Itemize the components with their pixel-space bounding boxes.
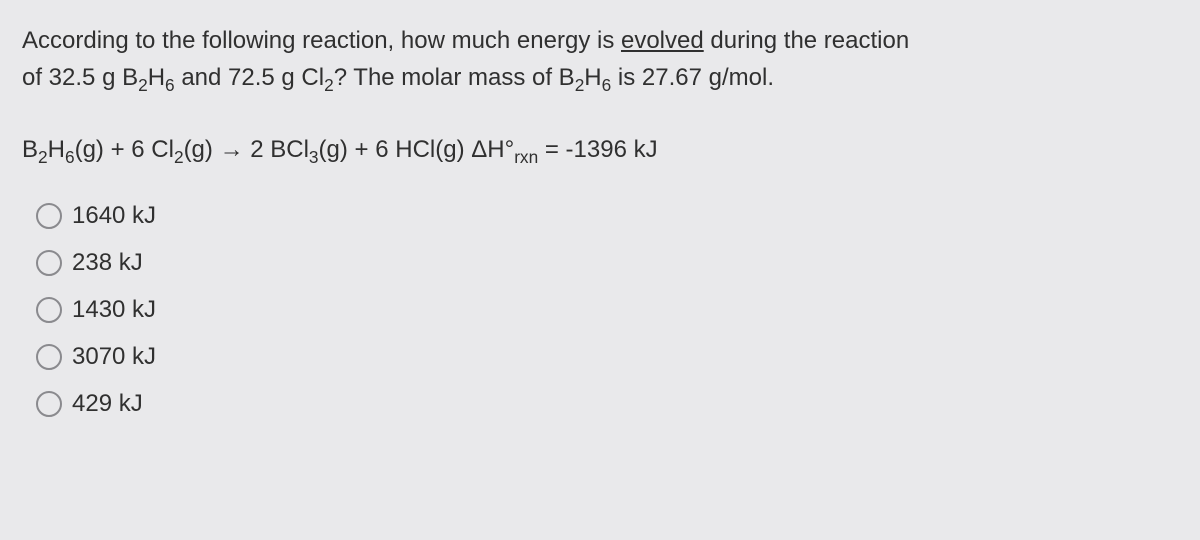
- sub-6b: 6: [602, 75, 612, 95]
- eq-p4: (g) → 2 BCl: [184, 136, 309, 163]
- eq-p1: B: [22, 136, 38, 163]
- options-list: 1640 kJ 238 kJ 1430 kJ 3070 kJ 429 kJ: [22, 202, 1178, 418]
- q-line1-underlined: evolved: [621, 27, 704, 54]
- radio-icon: [36, 391, 62, 417]
- option-4[interactable]: 429 kJ: [36, 390, 1178, 418]
- option-label: 3070 kJ: [72, 343, 156, 371]
- sub-2b: 2: [324, 75, 334, 95]
- sub-6: 6: [165, 75, 175, 95]
- option-label: 238 kJ: [72, 249, 143, 277]
- eq-p6: = -1396 kJ: [538, 136, 657, 163]
- question-text: According to the following reaction, how…: [22, 22, 1178, 96]
- q-line2-f: is 27.67 g/mol.: [611, 64, 774, 91]
- sub-2c: 2: [575, 75, 585, 95]
- q-line1-post: during the reaction: [704, 27, 909, 54]
- eq-rxn: rxn: [514, 147, 538, 167]
- option-label: 1640 kJ: [72, 202, 156, 230]
- q-line2-d: ? The molar mass of B: [334, 64, 575, 91]
- eq-p2: H: [48, 136, 65, 163]
- option-1[interactable]: 238 kJ: [36, 249, 1178, 277]
- option-2[interactable]: 1430 kJ: [36, 296, 1178, 324]
- radio-icon: [36, 250, 62, 276]
- option-3[interactable]: 3070 kJ: [36, 343, 1178, 371]
- option-label: 429 kJ: [72, 390, 143, 418]
- q-line1-pre: According to the following reaction, how…: [22, 27, 621, 54]
- eq-sub2a: 2: [38, 147, 48, 167]
- q-line2-b: H: [148, 64, 165, 91]
- radio-icon: [36, 297, 62, 323]
- radio-icon: [36, 203, 62, 229]
- q-line2-e: H: [584, 64, 601, 91]
- q-line2-a: of 32.5 g B: [22, 64, 138, 91]
- q-line2-c: and 72.5 g Cl: [175, 64, 324, 91]
- option-0[interactable]: 1640 kJ: [36, 202, 1178, 230]
- eq-sub3: 3: [309, 147, 319, 167]
- eq-p3: (g) + 6 Cl: [75, 136, 174, 163]
- radio-icon: [36, 344, 62, 370]
- option-label: 1430 kJ: [72, 296, 156, 324]
- eq-sub6a: 6: [65, 147, 75, 167]
- eq-sub2b: 2: [174, 147, 184, 167]
- equation: B2H6(g) + 6 Cl2(g) → 2 BCl3(g) + 6 HCl(g…: [22, 132, 1178, 168]
- eq-p5: (g) + 6 HCl(g) ΔH°: [319, 136, 515, 163]
- sub-2: 2: [138, 75, 148, 95]
